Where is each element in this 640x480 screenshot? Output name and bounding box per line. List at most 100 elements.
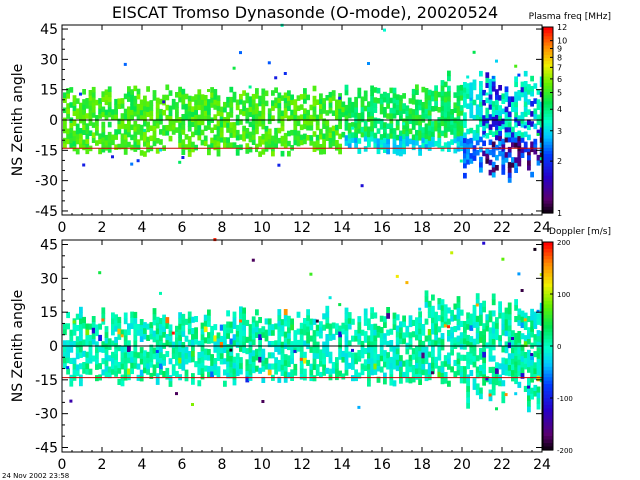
heatmap-cell — [91, 91, 96, 98]
heatmap-cell — [264, 136, 269, 142]
heatmap-cell — [226, 372, 230, 379]
heatmap-cell — [210, 365, 214, 372]
heatmap-cell — [178, 312, 182, 319]
heatmap-cell — [491, 111, 496, 117]
heatmap-cell — [463, 97, 467, 103]
heatmap-cell — [523, 101, 528, 107]
heatmap-cell — [194, 144, 198, 151]
heatmap-cell — [507, 167, 512, 173]
heatmap-cell — [91, 122, 96, 128]
heatmap-cell — [191, 121, 195, 127]
heatmap-cell — [207, 309, 211, 316]
heatmap-cell — [203, 105, 208, 111]
heatmap-cell — [386, 133, 390, 140]
x-tick-label: 18 — [413, 220, 431, 236]
heatmap-cell — [139, 114, 144, 121]
heatmap-cell — [427, 114, 432, 121]
heatmap-cell — [248, 96, 253, 102]
heatmap-cell — [114, 314, 118, 321]
heatmap-cell — [216, 120, 221, 127]
heatmap-cell — [501, 312, 506, 319]
heatmap-cell — [117, 367, 122, 374]
heatmap-cell — [229, 142, 234, 148]
heatmap-cell — [415, 129, 419, 136]
heatmap-cell — [187, 311, 192, 318]
heatmap-cell — [501, 148, 505, 152]
heatmap-cell — [418, 339, 422, 346]
heatmap-cell — [456, 301, 461, 308]
heatmap-cell — [274, 87, 278, 93]
heatmap-cell — [421, 324, 426, 331]
heatmap-cell — [511, 101, 515, 108]
heatmap-cell — [354, 132, 358, 138]
heatmap-cell — [450, 326, 454, 333]
heatmap-cell — [370, 307, 374, 314]
heatmap-cell — [459, 125, 464, 131]
heatmap-cell — [501, 93, 506, 99]
heatmap-cell — [309, 346, 314, 353]
heatmap-cell — [245, 92, 250, 99]
heatmap-cell — [421, 86, 426, 93]
heatmap-cell — [472, 310, 477, 317]
heatmap-cell — [130, 89, 134, 95]
heatmap-cell — [408, 343, 413, 350]
heatmap-cell — [114, 353, 118, 360]
panels: 0 2 4 6 8 10 12 14 16 18 20 22 244530150-15-30-45NS … — [10, 12, 611, 473]
heatmap-cell — [415, 356, 419, 363]
heatmap-cell — [383, 361, 387, 368]
heatmap-cell — [136, 103, 141, 110]
colorbar-segment — [543, 311, 553, 316]
colorbar-segment — [543, 147, 553, 152]
heatmap-cell — [303, 118, 307, 124]
x-tick-label: 8 — [218, 220, 227, 236]
heatmap-cell — [328, 357, 333, 364]
heatmap-cell — [91, 355, 96, 362]
heatmap-cell — [501, 98, 506, 104]
heatmap-cell — [85, 133, 90, 139]
heatmap-cell — [459, 377, 464, 384]
heatmap-cell — [322, 358, 326, 365]
heatmap-cell — [370, 120, 374, 127]
heatmap-cell — [248, 352, 253, 359]
colorbar-segment — [543, 107, 553, 112]
heatmap-cell — [280, 115, 285, 122]
heatmap-cell — [475, 327, 480, 334]
heatmap-cell — [229, 366, 234, 373]
heatmap-cell — [392, 357, 397, 364]
heatmap-cell — [463, 157, 467, 164]
heatmap-cell — [261, 98, 266, 105]
heatmap-cell — [504, 347, 509, 354]
heatmap-cell — [507, 177, 512, 183]
heatmap-cell — [360, 106, 365, 113]
heatmap-cell — [123, 312, 128, 319]
heatmap-cell — [191, 328, 195, 335]
heatmap-cell — [418, 119, 422, 126]
heatmap-cell — [539, 157, 543, 161]
heatmap-cell — [351, 122, 355, 128]
heatmap-cell — [434, 95, 438, 101]
heatmap-cell — [399, 332, 403, 339]
heatmap-cell — [533, 317, 538, 324]
heatmap-cell — [504, 157, 509, 163]
heatmap-cell — [399, 135, 403, 142]
heatmap-cell — [79, 380, 83, 387]
heatmap-cell — [514, 142, 518, 148]
colorbar-segment — [543, 178, 553, 183]
heatmap-cell — [328, 97, 333, 103]
heatmap-cell — [75, 138, 80, 145]
heatmap-cell — [383, 107, 387, 113]
heatmap-cell — [219, 116, 223, 120]
heatmap-cell — [511, 141, 515, 148]
heatmap-cell — [63, 142, 67, 149]
heatmap-cell — [155, 350, 159, 353]
heatmap-cell — [395, 109, 400, 116]
heatmap-cell — [155, 117, 160, 124]
heatmap-cell — [181, 330, 186, 337]
heatmap-cell — [418, 373, 422, 380]
heatmap-cell — [447, 335, 451, 342]
heatmap-cell — [408, 98, 413, 104]
heatmap-cell — [136, 129, 141, 135]
heatmap-cell — [207, 99, 211, 105]
data-cells — [63, 23, 544, 188]
heatmap-cell — [418, 333, 422, 340]
